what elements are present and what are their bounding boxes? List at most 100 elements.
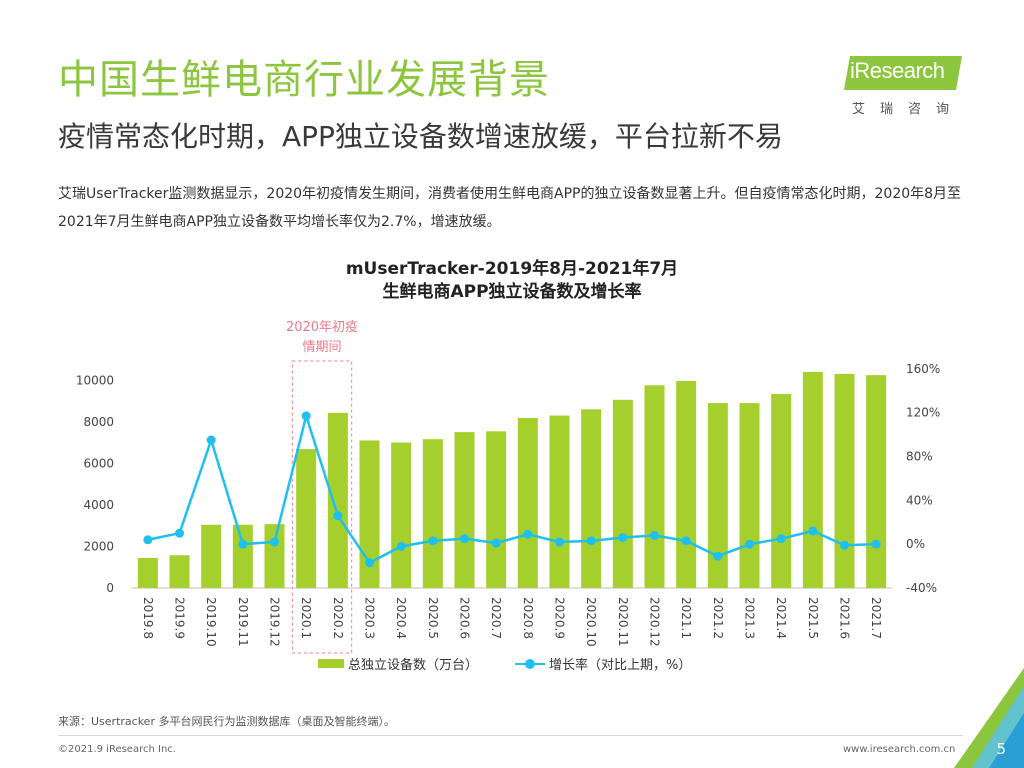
y-left-tick-label: 6000 [83, 457, 114, 471]
growth-point [491, 538, 501, 548]
growth-point [206, 435, 216, 445]
bar [169, 555, 190, 588]
legend-bar-swatch [318, 659, 344, 668]
website-link[interactable]: www.iresearch.com.cn [843, 744, 956, 755]
x-tick-label: 2019.9 [173, 597, 187, 639]
growth-point [365, 558, 374, 568]
y-left-tick-label: 2000 [83, 540, 114, 554]
corner-decoration-icon [954, 668, 1024, 768]
x-tick-label: 2020.10 [584, 597, 598, 647]
y-right-tick-label: 40% [906, 493, 933, 507]
chart-title-line1: mUserTracker-2019年8月-2021年7月 [345, 259, 679, 279]
annotation-label-line1: 2020年初疫 [286, 319, 358, 335]
growth-point [713, 551, 723, 561]
y-right-tick-label: 80% [906, 449, 933, 463]
growth-point [681, 536, 691, 546]
growth-point [618, 533, 628, 543]
growth-point [555, 537, 564, 547]
legend-item-line: 增长率（对比上期，%） [515, 654, 691, 673]
bar [232, 524, 253, 588]
y-right-tick-label: 160% [906, 362, 940, 376]
legend-item-bars: 总独立设备数（万台） [318, 654, 478, 673]
x-tick-label: 2019.12 [268, 597, 282, 647]
page-title: 中国生鲜电商行业发展背景 [58, 57, 550, 103]
annotation-label-line2: 情期间 [302, 340, 341, 355]
page-subtitle: 疫情常态化时期，APP独立设备数增速放缓，平台拉新不易 [58, 120, 783, 153]
growth-point [333, 511, 343, 521]
iresearch-logo: iResearch 艾瑞咨询 [844, 56, 974, 118]
x-tick-label: 2019.8 [141, 597, 155, 639]
growth-point [238, 539, 248, 549]
source-note: 来源：Usertracker 多平台网民行为监测数据库（桌面及智能终端）。 [58, 715, 395, 728]
copyright-text: ©2021.9 iResearch Inc. [58, 744, 176, 755]
bar [454, 432, 475, 588]
growth-point [776, 534, 786, 544]
bar [834, 373, 855, 588]
growth-point [650, 530, 659, 540]
x-tick-label: 2020.8 [521, 597, 535, 639]
x-tick-label: 2020.2 [331, 597, 345, 639]
logo-sub-text: 艾瑞咨询 [852, 102, 965, 117]
x-tick-label: 2020.9 [553, 597, 567, 639]
legend-line-label: 增长率（对比上期，%） [549, 658, 692, 673]
bar [327, 412, 348, 588]
chart-legend: 总独立设备数（万台） 增长率（对比上期，%） [0, 654, 1024, 674]
growth-point [586, 536, 596, 546]
y-right-tick-label: 0% [906, 537, 925, 551]
growth-line [147, 411, 877, 565]
growth-point [396, 541, 406, 551]
x-tick-label: 2021.5 [806, 597, 820, 639]
growth-point [301, 411, 311, 421]
bar [264, 524, 285, 588]
legend-line-swatch [515, 659, 545, 669]
growth-point [143, 535, 153, 545]
bar [644, 385, 665, 588]
bar [676, 380, 697, 588]
bar [866, 375, 887, 588]
bar [581, 409, 602, 588]
y-left-tick-label: 8000 [83, 415, 114, 429]
growth-point [871, 539, 881, 549]
growth-point [428, 536, 438, 546]
growth-point [808, 526, 818, 536]
chart-title-line2: 生鲜电商APP独立设备数及增长率 [382, 282, 642, 302]
growth-point [175, 528, 184, 538]
y-left-tick-label: 4000 [83, 498, 114, 512]
x-tick-label: 2020.7 [489, 597, 503, 639]
y-right-tick-label: 120% [906, 406, 940, 420]
x-tick-label: 2020.1 [299, 597, 313, 639]
y-right-tick-label: -40% [906, 581, 937, 595]
growth-point [460, 534, 469, 544]
x-tick-label: 2020.4 [394, 597, 408, 639]
x-tick-label: 2019.11 [236, 597, 250, 647]
x-tick-label: 2020.6 [458, 597, 472, 639]
bar [612, 399, 633, 588]
bar [517, 418, 538, 588]
bar [771, 393, 792, 588]
logo-brand-text: iResearch [850, 58, 945, 83]
bar [201, 524, 222, 588]
growth-point [523, 529, 533, 539]
growth-point [270, 537, 279, 547]
bar [422, 439, 443, 588]
x-tick-label: 2020.3 [363, 597, 377, 639]
x-tick-label: 2021.2 [711, 597, 725, 639]
x-tick-label: 2021.1 [679, 597, 693, 639]
x-tick-label: 2020.12 [648, 597, 662, 647]
y-left-tick-label: 0 [106, 581, 114, 595]
x-tick-label: 2021.6 [838, 597, 852, 639]
bar [391, 442, 412, 588]
logo-mark-icon [844, 56, 962, 90]
bar [707, 403, 728, 588]
x-tick-label: 2021.3 [743, 597, 757, 639]
chart-title: mUserTracker-2019年8月-2021年7月 生鲜电商APP独立设备… [0, 258, 1024, 304]
bar [296, 449, 317, 588]
y-left-tick-label: 10000 [76, 374, 114, 388]
description-text: 艾瑞UserTracker监测数据显示，2020年初疫情发生期间，消费者使用生鲜… [58, 186, 962, 230]
bar [549, 415, 570, 588]
x-tick-label: 2021.7 [869, 597, 883, 639]
growth-point [745, 539, 754, 549]
bar [486, 431, 507, 588]
legend-bar-label: 总独立设备数（万台） [348, 658, 479, 673]
page-number: 5 [996, 740, 1006, 758]
